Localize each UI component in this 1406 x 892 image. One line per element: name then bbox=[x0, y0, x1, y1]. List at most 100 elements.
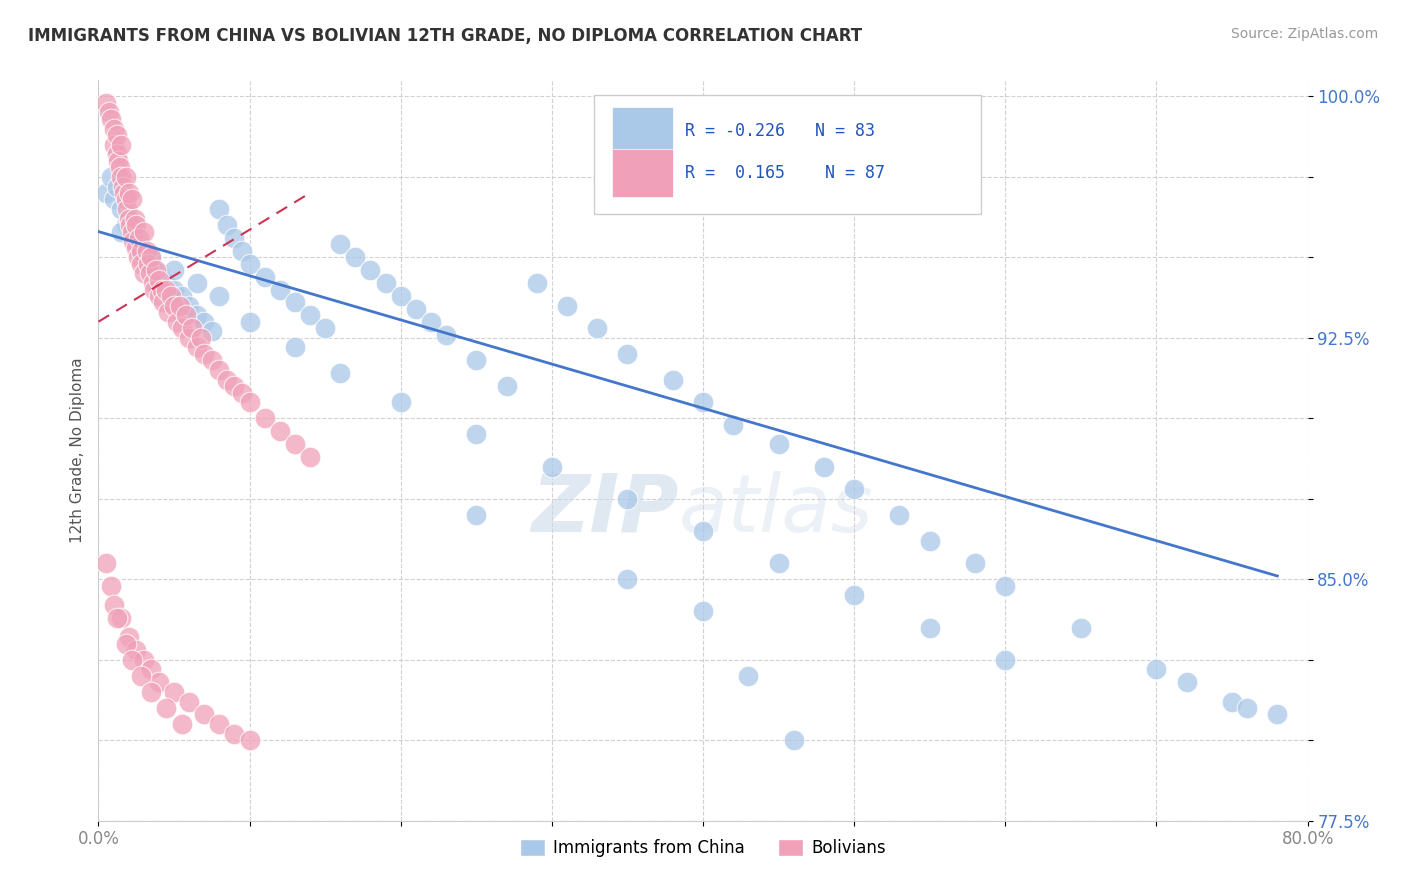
Point bbox=[129, 244, 152, 258]
Point bbox=[813, 459, 835, 474]
Point bbox=[918, 533, 941, 548]
Point bbox=[299, 308, 322, 322]
Y-axis label: 12th Grade, No Diploma: 12th Grade, No Diploma bbox=[69, 358, 84, 543]
Point bbox=[434, 327, 457, 342]
Point bbox=[284, 295, 307, 310]
Point bbox=[141, 257, 163, 271]
Point bbox=[1070, 620, 1092, 634]
Point bbox=[112, 186, 135, 200]
Point bbox=[152, 295, 174, 310]
Point bbox=[141, 250, 163, 264]
Point bbox=[692, 524, 714, 538]
Point bbox=[155, 701, 177, 715]
Point bbox=[224, 379, 246, 393]
Point bbox=[269, 283, 291, 297]
Point bbox=[118, 630, 141, 644]
Point bbox=[155, 276, 177, 290]
Point bbox=[555, 299, 578, 313]
Point bbox=[139, 267, 162, 281]
Point bbox=[616, 347, 638, 361]
Point bbox=[284, 341, 307, 355]
Point bbox=[114, 169, 136, 184]
Point bbox=[163, 283, 186, 297]
Point bbox=[239, 733, 262, 747]
Point bbox=[108, 160, 131, 174]
Point bbox=[193, 315, 215, 329]
Point bbox=[314, 321, 336, 335]
Point bbox=[783, 733, 806, 747]
Text: R =  0.165    N = 87: R = 0.165 N = 87 bbox=[685, 164, 884, 182]
Point bbox=[124, 211, 146, 226]
Point bbox=[329, 237, 352, 252]
Point bbox=[208, 717, 231, 731]
Point bbox=[103, 193, 125, 207]
Point bbox=[768, 556, 790, 570]
Point bbox=[193, 707, 215, 722]
Point bbox=[1175, 675, 1198, 690]
Point bbox=[169, 299, 191, 313]
Point bbox=[94, 95, 117, 110]
Point bbox=[125, 643, 148, 657]
Point bbox=[215, 218, 238, 232]
Point bbox=[129, 257, 152, 271]
Point bbox=[329, 366, 352, 380]
Point bbox=[170, 717, 193, 731]
Point bbox=[110, 202, 132, 216]
Point bbox=[132, 653, 155, 667]
Point bbox=[174, 308, 197, 322]
Point bbox=[239, 257, 262, 271]
Point bbox=[155, 283, 177, 297]
Point bbox=[215, 373, 238, 387]
Point bbox=[148, 289, 170, 303]
Point bbox=[994, 579, 1017, 593]
Point bbox=[186, 341, 208, 355]
Point bbox=[105, 179, 128, 194]
Point bbox=[129, 244, 152, 258]
Point bbox=[994, 653, 1017, 667]
Point bbox=[284, 437, 307, 451]
Point bbox=[94, 186, 117, 200]
Point bbox=[163, 685, 186, 699]
Point bbox=[526, 276, 548, 290]
Point bbox=[120, 218, 142, 232]
Point bbox=[170, 289, 193, 303]
Point bbox=[148, 273, 170, 287]
Point bbox=[186, 276, 208, 290]
Point bbox=[1144, 662, 1167, 676]
Point bbox=[148, 267, 170, 281]
Point bbox=[201, 353, 224, 368]
Point bbox=[360, 263, 382, 277]
Point bbox=[224, 231, 246, 245]
Point bbox=[105, 128, 128, 142]
Point bbox=[115, 202, 138, 216]
Point bbox=[224, 727, 246, 741]
Point bbox=[420, 315, 443, 329]
Point bbox=[111, 179, 134, 194]
Point bbox=[114, 637, 136, 651]
Point bbox=[201, 324, 224, 338]
Point bbox=[100, 112, 122, 126]
Point bbox=[389, 289, 412, 303]
FancyBboxPatch shape bbox=[613, 149, 672, 197]
Point bbox=[737, 669, 759, 683]
Text: Source: ZipAtlas.com: Source: ZipAtlas.com bbox=[1230, 27, 1378, 41]
Point bbox=[616, 572, 638, 586]
Point bbox=[586, 321, 609, 335]
Point bbox=[186, 308, 208, 322]
Point bbox=[918, 620, 941, 634]
Point bbox=[616, 491, 638, 506]
Point bbox=[540, 459, 562, 474]
Point bbox=[125, 218, 148, 232]
Point bbox=[661, 373, 683, 387]
Point bbox=[465, 353, 488, 368]
Point bbox=[208, 363, 231, 377]
FancyBboxPatch shape bbox=[613, 106, 672, 154]
Point bbox=[163, 263, 186, 277]
Point bbox=[405, 301, 427, 316]
Point bbox=[110, 137, 132, 152]
Point bbox=[132, 225, 155, 239]
Point bbox=[166, 315, 188, 329]
Text: atlas: atlas bbox=[679, 471, 873, 549]
Point bbox=[768, 437, 790, 451]
Point bbox=[160, 289, 183, 303]
